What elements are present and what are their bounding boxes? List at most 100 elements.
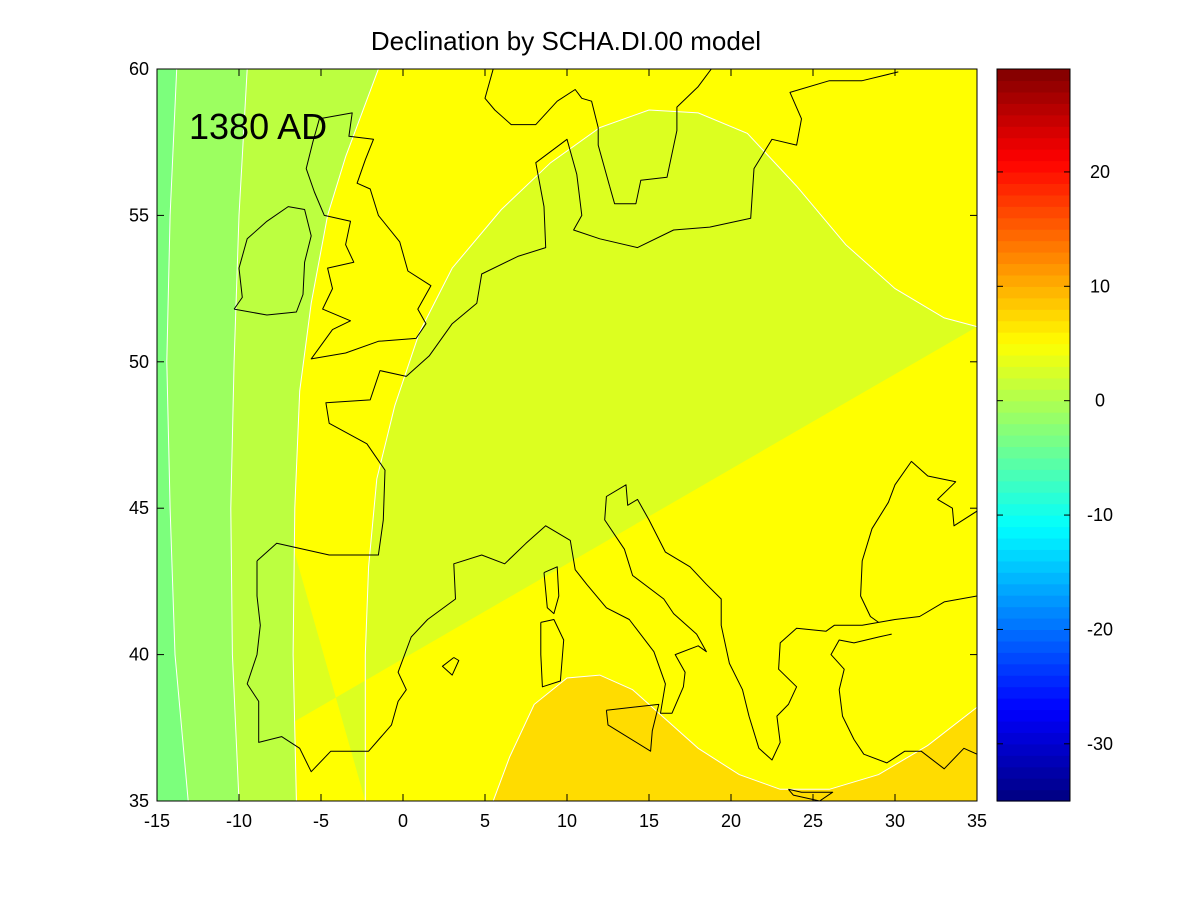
- y-tick-label: 50: [129, 352, 149, 372]
- isoline-minus2: [292, 69, 379, 801]
- colorbar-band: [997, 652, 1070, 665]
- y-tick-label: 35: [129, 791, 149, 811]
- contour-fills: [157, 69, 977, 801]
- year-annotation: 1380 AD: [189, 106, 327, 147]
- colorbar-band: [997, 469, 1070, 482]
- y-tick-label: 60: [129, 59, 149, 79]
- colorbar-band: [997, 229, 1070, 242]
- colorbar-band: [997, 69, 1070, 82]
- x-tick-label: 35: [967, 811, 987, 831]
- colorbar-band: [997, 91, 1070, 104]
- colorbar-band: [997, 194, 1070, 207]
- x-tick-label: -10: [226, 811, 252, 831]
- colorbar-band: [997, 698, 1070, 711]
- colorbar-band: [997, 423, 1070, 436]
- coastline-0: [233, 206, 312, 316]
- band-minus2-to-0: [157, 69, 977, 801]
- colorbar-tick-label: 10: [1090, 276, 1110, 296]
- colorbar-gradient: [997, 69, 1070, 802]
- colorbar-band: [997, 743, 1070, 756]
- colorbar-band: [997, 263, 1070, 276]
- x-tick-label: 25: [803, 811, 823, 831]
- colorbar-ticks: 20 10 0 -10 -20 -30: [997, 162, 1113, 754]
- colorbar-band: [997, 595, 1070, 608]
- coastline-6: [830, 633, 977, 770]
- colorbar-tick-label: -20: [1087, 619, 1113, 639]
- band-above-2: [493, 675, 977, 801]
- colorbar-band: [997, 320, 1070, 333]
- colorbar-band: [997, 240, 1070, 253]
- isoline-0: [364, 109, 977, 801]
- band-minus6-to-minus4: [157, 69, 248, 801]
- colorbar-band: [997, 435, 1070, 448]
- y-tick-label: 40: [129, 645, 149, 665]
- colorbar-tick-label: 0: [1095, 391, 1105, 411]
- colorbar-band: [997, 126, 1070, 139]
- colorbar-band: [997, 675, 1070, 688]
- coastline-9: [540, 619, 565, 688]
- colorbar-band: [997, 137, 1070, 150]
- y-tick-label: 45: [129, 498, 149, 518]
- colorbar-band: [997, 80, 1070, 93]
- colorbar-frame: [996, 68, 1071, 802]
- colorbar: 20 10 0 -10 -20 -30: [996, 68, 1113, 802]
- coastline-1: [305, 112, 432, 360]
- coastlines: [233, 69, 977, 801]
- colorbar-band: [997, 343, 1070, 356]
- colorbar-band: [997, 618, 1070, 631]
- colorbar-band: [997, 492, 1070, 505]
- colorbar-band: [997, 549, 1070, 562]
- colorbar-band: [997, 789, 1070, 802]
- y-axis: 35 40 45 50 55 60: [129, 59, 977, 811]
- colorbar-band: [997, 332, 1070, 345]
- colorbar-band: [997, 537, 1070, 550]
- isoline-2: [492, 674, 977, 801]
- colorbar-band: [997, 160, 1070, 173]
- x-tick-label: 0: [398, 811, 408, 831]
- colorbar-band: [997, 103, 1070, 116]
- isoline-minus6: [166, 69, 189, 801]
- colorbar-band: [997, 114, 1070, 127]
- colorbar-band: [997, 217, 1070, 230]
- colorbar-band: [997, 389, 1070, 402]
- colorbar-band: [997, 377, 1070, 390]
- colorbar-band: [997, 171, 1070, 184]
- colorbar-band: [997, 252, 1070, 265]
- colorbar-band: [997, 412, 1070, 425]
- colorbar-band: [997, 297, 1070, 310]
- contour-isolines: [166, 69, 977, 801]
- coastline-12: [788, 788, 834, 801]
- chart-title: Declination by SCHA.DI.00 model: [371, 26, 761, 56]
- coastline-2: [256, 71, 899, 562]
- y-tick-label: 55: [129, 205, 149, 225]
- coastline-11: [605, 703, 660, 752]
- colorbar-band: [997, 572, 1070, 585]
- colorbar-band: [997, 560, 1070, 573]
- x-tick-label: 15: [639, 811, 659, 831]
- colorbar-tick-label: -10: [1087, 505, 1113, 525]
- colorbar-band: [997, 720, 1070, 733]
- coastline-7: [860, 460, 977, 623]
- x-axis: -15 -10 -5 0 5 10 15 20 25 30 35: [144, 69, 987, 831]
- colorbar-band: [997, 583, 1070, 596]
- colorbar-band: [997, 366, 1070, 379]
- coastline-5: [246, 484, 977, 773]
- colorbar-band: [997, 709, 1070, 722]
- colorbar-band: [997, 286, 1070, 299]
- coastline-3: [609, 69, 712, 205]
- x-tick-label: -15: [144, 811, 170, 831]
- colorbar-band: [997, 732, 1070, 745]
- colorbar-band: [997, 515, 1070, 528]
- colorbar-tick-label: -30: [1087, 734, 1113, 754]
- colorbar-band: [997, 503, 1070, 516]
- x-tick-label: 5: [480, 811, 490, 831]
- coastline-8: [441, 657, 460, 676]
- isoline-minus4: [230, 69, 248, 801]
- colorbar-band: [997, 457, 1070, 470]
- plot-area: [157, 69, 977, 801]
- colorbar-band: [997, 629, 1070, 642]
- colorbar-band: [997, 183, 1070, 196]
- colorbar-band: [997, 446, 1070, 459]
- band-below-minus6: [157, 69, 189, 801]
